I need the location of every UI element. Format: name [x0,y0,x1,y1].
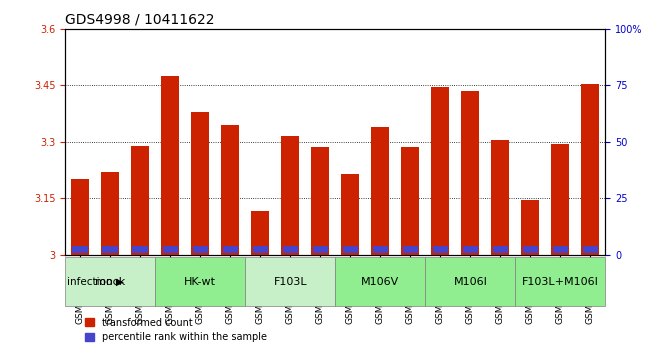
Bar [371,127,389,254]
Bar [191,112,209,254]
Bar [521,200,540,254]
Text: F103L: F103L [273,277,307,287]
Bar [311,147,329,254]
FancyBboxPatch shape [245,257,335,306]
Bar [403,246,418,253]
FancyBboxPatch shape [155,257,245,306]
Text: F103L+M106I: F103L+M106I [522,277,599,287]
Legend: transformed count, percentile rank within the sample: transformed count, percentile rank withi… [81,314,271,346]
Bar [221,125,239,254]
Bar [583,246,598,253]
Bar [71,179,89,254]
Bar [193,246,208,253]
Bar [281,136,299,254]
Bar [462,91,479,254]
Bar [401,147,419,254]
Text: M106I: M106I [453,277,488,287]
Bar [312,246,328,253]
FancyBboxPatch shape [425,257,516,306]
Bar [101,172,119,254]
Bar [523,246,538,253]
Bar [283,246,298,253]
Bar [433,246,448,253]
Text: M106V: M106V [361,277,400,287]
Bar [581,83,600,254]
Text: HK-wt: HK-wt [184,277,216,287]
Bar [223,246,238,253]
FancyBboxPatch shape [516,257,605,306]
Bar [432,87,449,254]
Bar [161,76,179,254]
Bar [163,246,178,253]
Bar [463,246,478,253]
Bar [551,144,570,254]
Bar [372,246,388,253]
Bar [342,246,358,253]
Bar [553,246,568,253]
Bar [493,246,508,253]
Bar [341,174,359,254]
Text: infection ▶: infection ▶ [66,277,124,287]
FancyBboxPatch shape [335,257,425,306]
Text: GDS4998 / 10411622: GDS4998 / 10411622 [65,12,215,26]
Bar [253,246,268,253]
Bar [102,246,118,253]
Bar [492,140,509,254]
Bar [72,246,88,253]
FancyBboxPatch shape [65,257,155,306]
Bar [131,146,149,254]
Bar [251,211,270,254]
Text: mock: mock [95,277,125,287]
Bar [133,246,148,253]
